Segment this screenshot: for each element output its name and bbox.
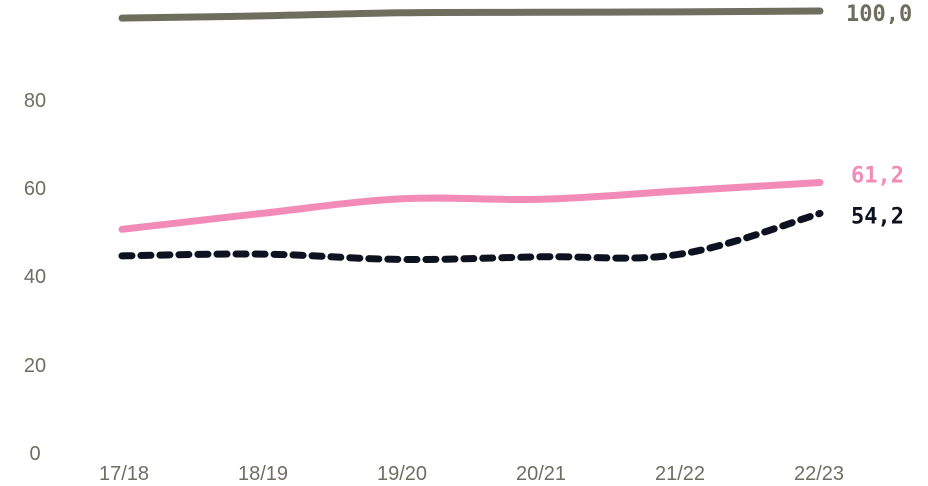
series-layer: [118, 7, 824, 263]
series-end-label: 100,0: [846, 2, 912, 27]
series-end-label: 61,2: [851, 164, 904, 189]
x-tick-label: 20/21: [516, 463, 566, 485]
y-tick-label: 20: [24, 355, 46, 377]
series-line-1: [118, 179, 824, 233]
series-line-2: [118, 209, 824, 263]
series-line-0: [118, 7, 824, 22]
x-tick-label: 22/23: [794, 463, 844, 485]
series-end-label: 54,2: [851, 204, 904, 229]
x-tick-label: 17/18: [99, 463, 149, 485]
x-tick-label: 21/22: [655, 463, 705, 485]
end-labels: 100,0 61,2 54,2: [846, 2, 912, 229]
x-axis-ticks: 17/18 18/19 19/20 20/21 21/22 22/23: [99, 463, 844, 485]
y-tick-label: 60: [24, 178, 46, 200]
y-tick-label: 80: [24, 90, 46, 112]
y-tick-label: 40: [24, 266, 46, 288]
x-tick-label: 18/19: [238, 463, 288, 485]
y-axis-ticks: 0 20 40 60 80: [24, 90, 46, 465]
y-tick-label: 0: [29, 443, 40, 465]
x-tick-label: 19/20: [377, 463, 427, 485]
